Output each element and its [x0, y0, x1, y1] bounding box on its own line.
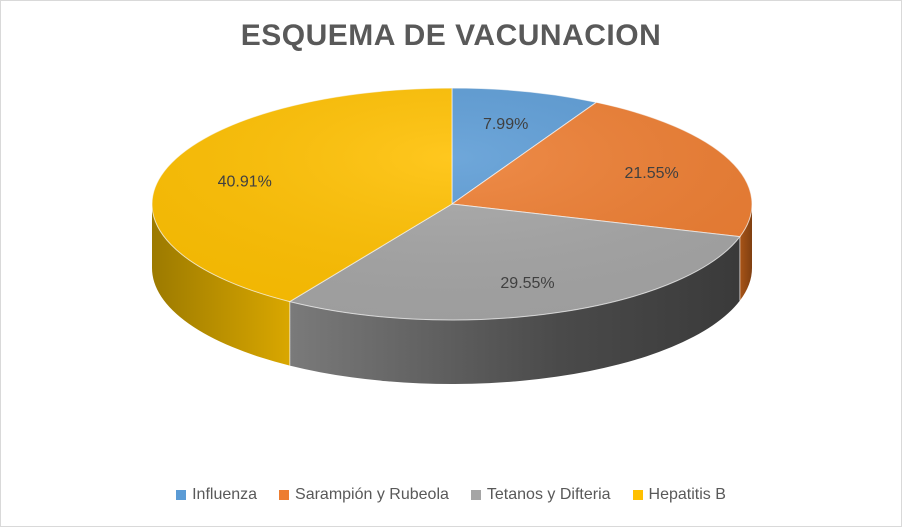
data-label-tetanos-y-difteria: 29.55% — [500, 275, 554, 292]
legend-swatch — [176, 490, 187, 500]
legend-item-influenza: Influenza — [176, 486, 257, 504]
data-label-sarampion-y-rubeola: 21.55% — [625, 165, 679, 182]
chart-title: ESQUEMA DE VACUNACION — [240, 19, 662, 52]
legend-label: Hepatitis B — [648, 486, 726, 503]
legend-item-sarampion-y-rubeola: Sarampión y Rubeola — [279, 486, 449, 504]
legend-label: Sarampión y Rubeola — [295, 486, 449, 503]
legend-item-tetanos-y-difteria: Tetanos y Difteria — [470, 486, 611, 504]
legend-swatch — [279, 490, 290, 500]
legend-label: Influenza — [192, 486, 258, 503]
data-label-influenza: 7.99% — [483, 116, 528, 133]
pie-tops — [151, 87, 753, 321]
legend-label: Tetanos y Difteria — [486, 486, 611, 503]
legend: Influenza Sarampión y Rubeola Tetanos y Di… — [1, 486, 901, 504]
data-label-hepatitis-b: 40.91% — [218, 173, 272, 190]
legend-item-hepatitis-b: Hepatitis B — [632, 486, 726, 504]
legend-swatch — [632, 490, 643, 500]
legend-swatch — [470, 490, 481, 500]
pie-side-tetanos-y-difteria — [289, 236, 740, 384]
pie-labels: 7.99% 21.55% 29.55% 40.91% — [218, 116, 679, 292]
